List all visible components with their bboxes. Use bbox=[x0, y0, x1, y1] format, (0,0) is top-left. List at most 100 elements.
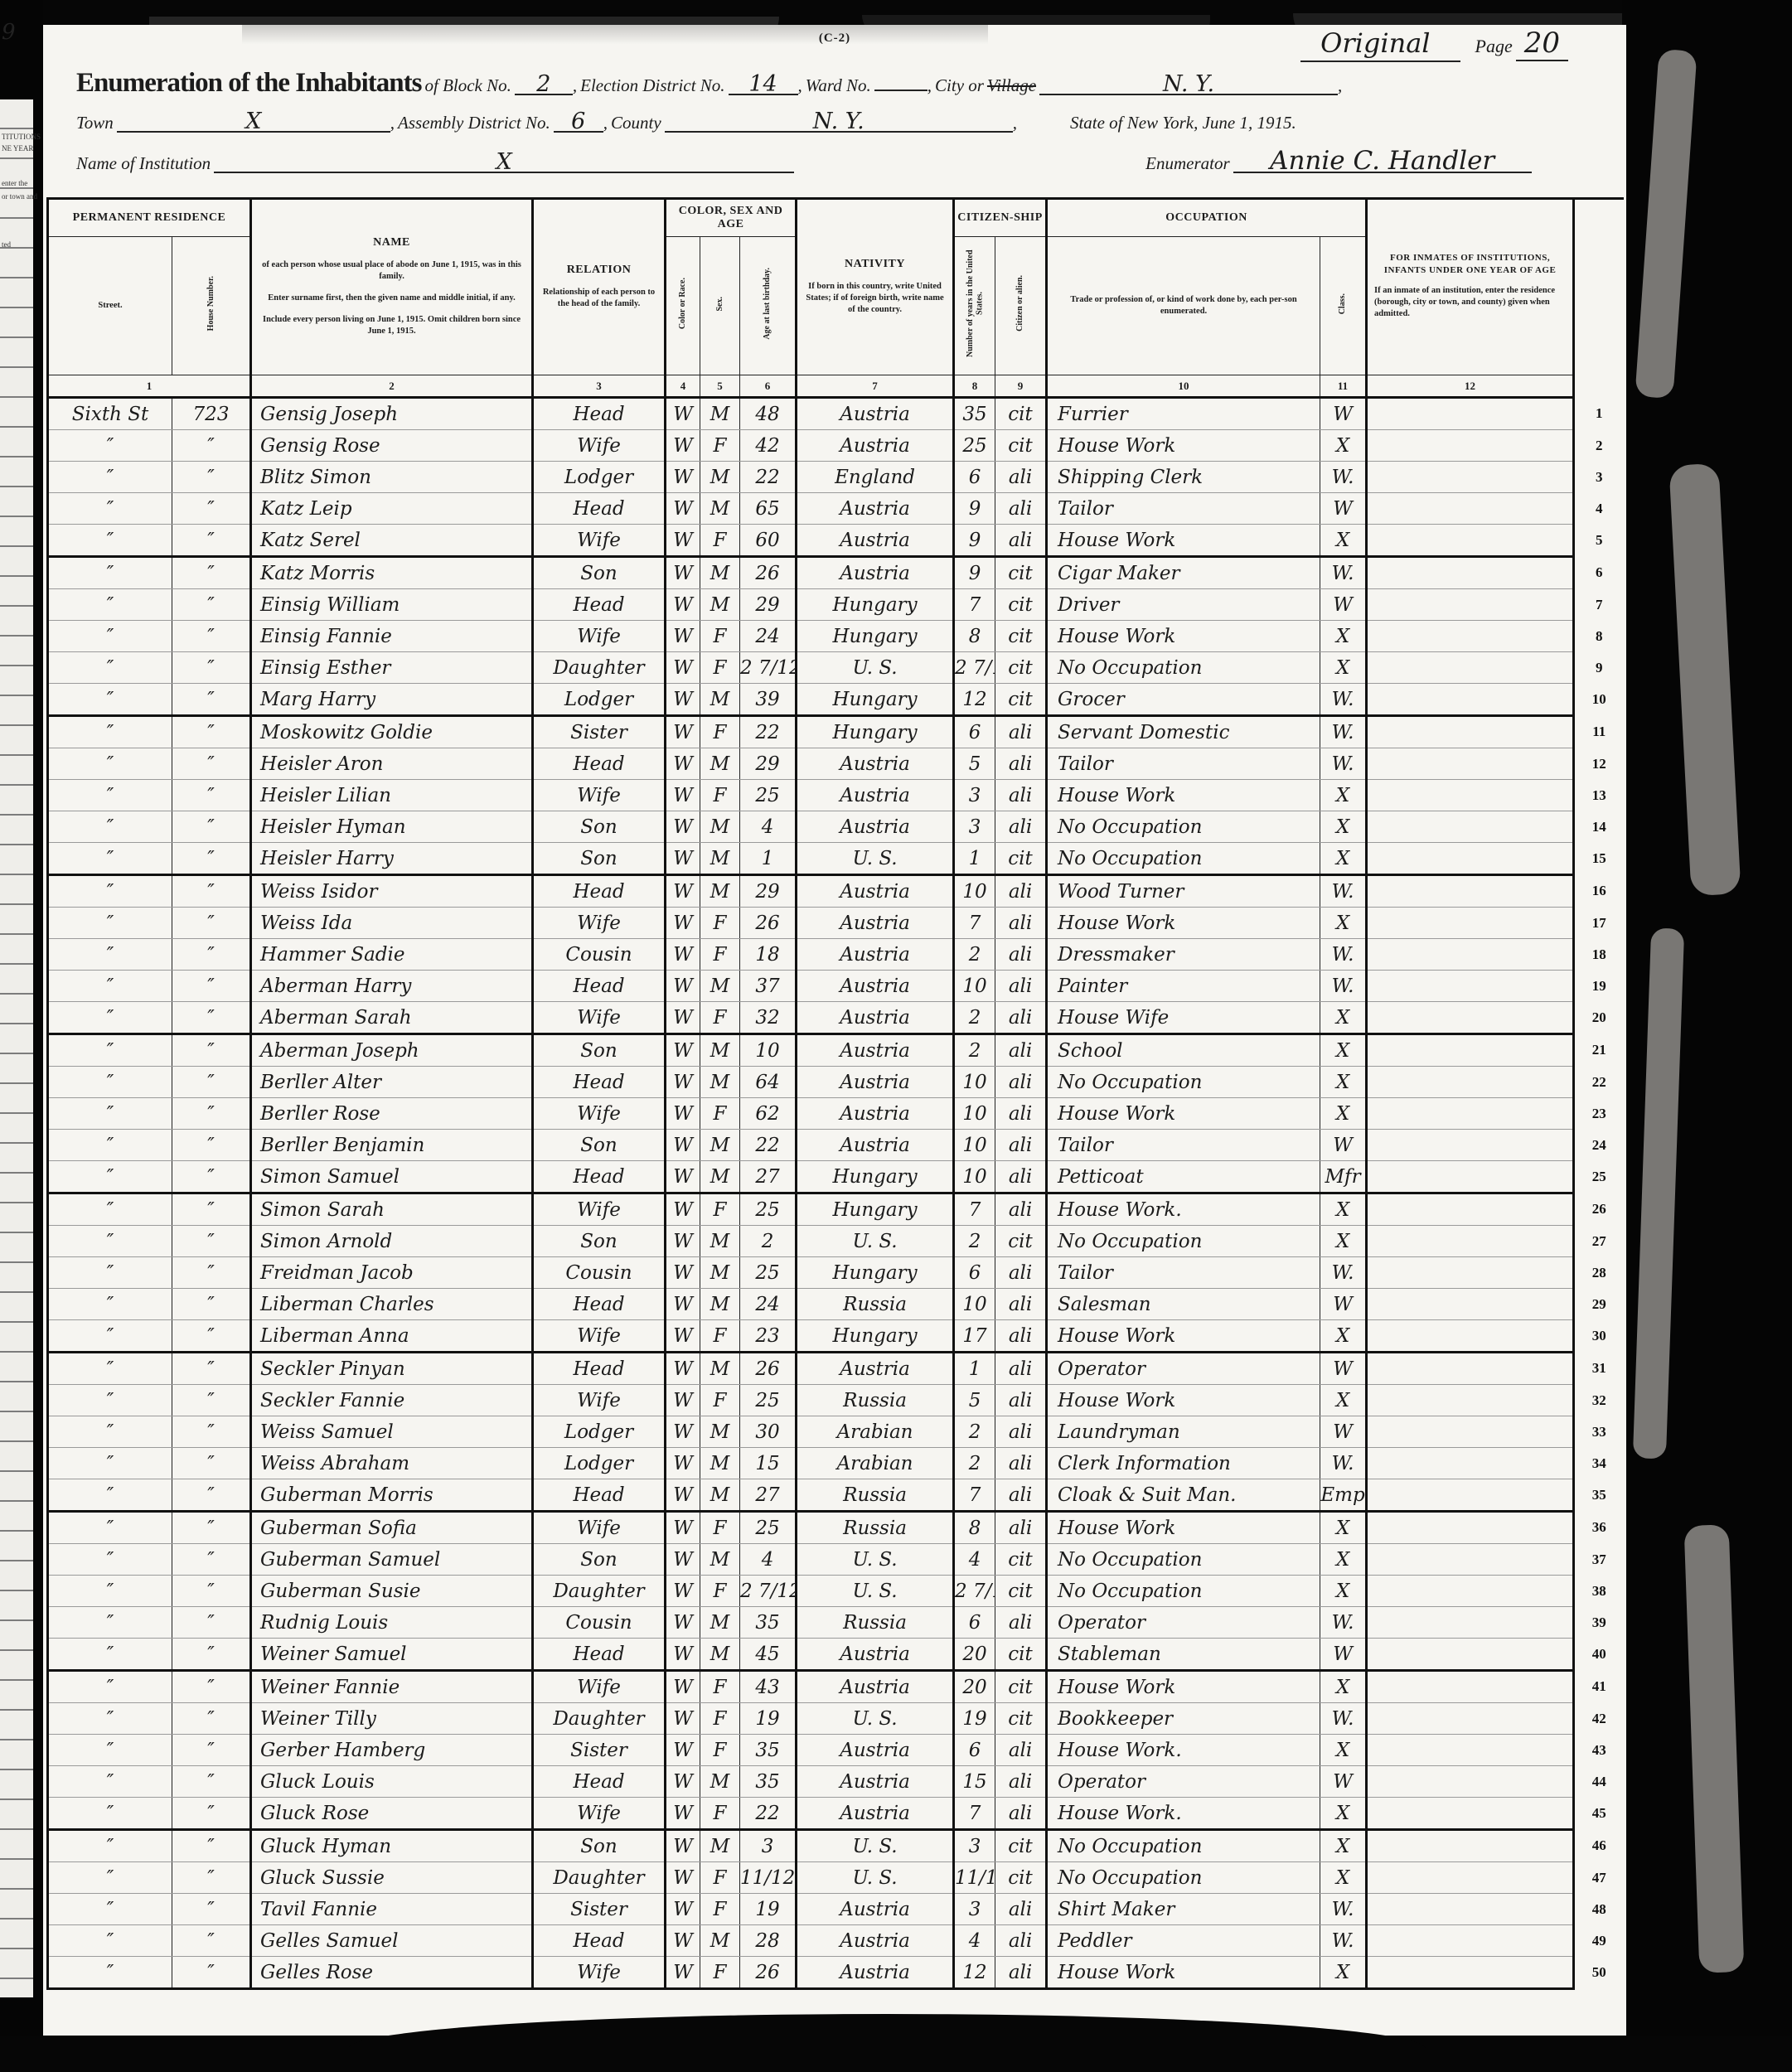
cell-inmate bbox=[1365, 1447, 1576, 1479]
cell-sex: F bbox=[700, 907, 740, 939]
table-row: ″ ″ Aberman Harry Head W M 37 Austria 10 ali Paint… bbox=[46, 970, 1624, 1002]
cell-name: Gluck Louis bbox=[249, 1765, 533, 1798]
election-district-field[interactable]: 14 bbox=[728, 73, 798, 95]
col-number-3: 3 bbox=[531, 375, 666, 399]
cell-street: ″ bbox=[46, 1575, 172, 1607]
cell-name: Hammer Sadie bbox=[249, 938, 533, 971]
cell-nativity: Austria bbox=[795, 1352, 954, 1385]
county-field[interactable]: N. Y. bbox=[664, 110, 1013, 133]
cell-age: 64 bbox=[739, 1066, 797, 1098]
cell-name: Gelles Samuel bbox=[249, 1924, 533, 1957]
cell-num: 2 bbox=[1572, 429, 1624, 462]
enumerator-field[interactable]: Annie C. Handler bbox=[1233, 148, 1532, 173]
assembly-district-field[interactable]: 6 bbox=[553, 110, 603, 133]
institution-field[interactable]: X bbox=[214, 151, 795, 173]
cell-years: 10 bbox=[952, 970, 995, 1002]
cell-house: ″ bbox=[171, 842, 251, 876]
cell-cls: Mfr bbox=[1320, 1160, 1367, 1194]
table-row: ″ ″ Liberman Charles Head W M 24 Russia 10 ali Sal… bbox=[46, 1288, 1624, 1320]
cell-inmate bbox=[1365, 1893, 1576, 1925]
cell-street: ″ bbox=[46, 907, 172, 939]
col-header-sex: Sex. bbox=[700, 236, 741, 375]
cell-relation: Wife bbox=[531, 1511, 666, 1544]
cell-inmate bbox=[1365, 1066, 1576, 1098]
cell-age: 24 bbox=[739, 1288, 797, 1320]
cell-nativity: Austria bbox=[795, 1129, 954, 1161]
cell-name: Seckler Fannie bbox=[249, 1384, 533, 1416]
cell-street: ″ bbox=[46, 1956, 172, 1990]
table-row: ″ ″ Gensig Rose Wife W F 42 Austria 25 cit House W… bbox=[46, 429, 1624, 462]
cell-cls: W. bbox=[1320, 1893, 1367, 1925]
cell-inmate bbox=[1365, 938, 1576, 971]
cell-occupation: Salesman bbox=[1045, 1288, 1320, 1320]
cell-inmate bbox=[1365, 524, 1576, 558]
cell-age: 23 bbox=[739, 1319, 797, 1353]
cell-relation: Wife bbox=[531, 1384, 666, 1416]
cell-street: ″ bbox=[46, 1097, 172, 1130]
cell-sex: M bbox=[700, 1034, 740, 1067]
cell-relation: Head bbox=[531, 1479, 666, 1513]
cell-age: 10 bbox=[739, 1034, 797, 1067]
header-line-1: Enumeration of the Inhabitants of Block … bbox=[76, 68, 1343, 98]
cell-age: 2 bbox=[739, 1225, 797, 1257]
cell-sex: F bbox=[700, 1384, 740, 1416]
cell-occupation: Cigar Maker bbox=[1045, 556, 1320, 589]
cell-color: W bbox=[664, 1001, 700, 1035]
cell-num: 9 bbox=[1572, 651, 1624, 684]
block-field[interactable]: 2 bbox=[514, 73, 573, 95]
cell-name: Berller Alter bbox=[249, 1066, 533, 1098]
cell-nativity: Hungary bbox=[795, 620, 954, 652]
cell-citizen: ali bbox=[995, 1288, 1047, 1320]
cell-street: ″ bbox=[46, 970, 172, 1002]
cell-street: ″ bbox=[46, 1670, 172, 1703]
cell-citizen: ali bbox=[995, 1034, 1047, 1067]
cell-color: W bbox=[664, 492, 700, 525]
cell-relation: Head bbox=[531, 1160, 666, 1194]
cell-citizen: cit bbox=[995, 1638, 1047, 1672]
cell-occupation: No Occupation bbox=[1045, 842, 1320, 876]
town-field[interactable]: X bbox=[116, 110, 390, 133]
cell-age: 22 bbox=[739, 1129, 797, 1161]
cell-name: Weiner Samuel bbox=[249, 1638, 533, 1672]
cell-color: W bbox=[664, 556, 700, 589]
cell-years: 7 bbox=[952, 1193, 995, 1226]
cell-relation: Lodger bbox=[531, 1416, 666, 1448]
cell-age: 4 bbox=[739, 1543, 797, 1576]
cell-occupation: Tailor bbox=[1045, 1129, 1320, 1161]
cell-num: 23 bbox=[1572, 1097, 1624, 1130]
cell-sex: M bbox=[700, 874, 740, 908]
city-field[interactable]: N. Y. bbox=[1039, 73, 1339, 95]
cell-street: ″ bbox=[46, 1861, 172, 1894]
cell-color: W bbox=[664, 1384, 700, 1416]
cell-nativity: Austria bbox=[795, 1797, 954, 1831]
cell-street: ″ bbox=[46, 588, 172, 621]
col-group-color-sex-age: COLOR, SEX AND AGE bbox=[664, 198, 797, 237]
cell-relation: Sister bbox=[531, 1734, 666, 1766]
cell-color: W bbox=[664, 1702, 700, 1735]
cell-citizen: ali bbox=[995, 1606, 1047, 1639]
cell-house: ″ bbox=[171, 1829, 251, 1862]
cell-age: 29 bbox=[739, 588, 797, 621]
table-row: ″ ″ Berller Alter Head W M 64 Austria 10 ali No Oc… bbox=[46, 1066, 1624, 1098]
cell-occupation: Wood Turner bbox=[1045, 874, 1320, 908]
cell-citizen: cit bbox=[995, 620, 1047, 652]
cell-relation: Lodger bbox=[531, 1447, 666, 1479]
cell-name: Marg Harry bbox=[249, 683, 533, 717]
cell-inmate bbox=[1365, 1543, 1576, 1576]
cell-age: 27 bbox=[739, 1479, 797, 1513]
cell-citizen: ali bbox=[995, 748, 1047, 780]
ward-field[interactable] bbox=[874, 90, 927, 91]
cell-color: W bbox=[664, 588, 700, 621]
cell-color: W bbox=[664, 429, 700, 462]
cell-street: ″ bbox=[46, 1001, 172, 1035]
table-row: ″ ″ Seckler Fannie Wife W F 25 Russia 5 ali House … bbox=[46, 1384, 1624, 1416]
cell-sex: M bbox=[700, 970, 740, 1002]
cell-citizen: ali bbox=[995, 1129, 1047, 1161]
institution-label: Name of Institution bbox=[76, 153, 211, 173]
cell-sex: M bbox=[700, 1638, 740, 1672]
cell-occupation: House Work. bbox=[1045, 1734, 1320, 1766]
table-row: ″ ″ Tavil Fannie Sister W F 19 Austria 3 ali Shirt… bbox=[46, 1893, 1624, 1925]
cell-street: ″ bbox=[46, 1702, 172, 1735]
cell-house: ″ bbox=[171, 1319, 251, 1353]
cell-occupation: Painter bbox=[1045, 970, 1320, 1002]
